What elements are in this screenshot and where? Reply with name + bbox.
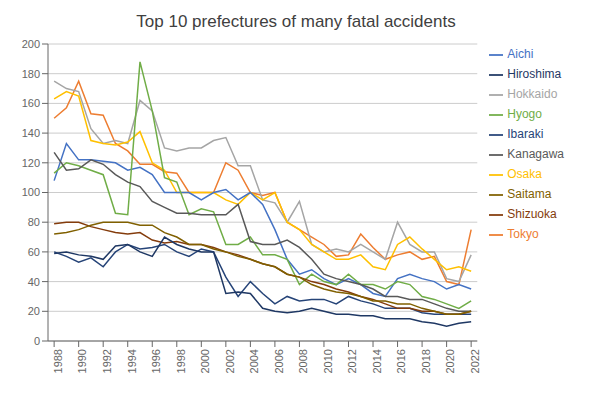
html-text:Hyogo: Hyogo bbox=[507, 107, 542, 121]
svg-text:2016: 2016 bbox=[395, 349, 407, 373]
svg-text:1992: 1992 bbox=[101, 349, 113, 373]
svg-text:140: 140 bbox=[22, 127, 40, 139]
svg-text:1988: 1988 bbox=[52, 349, 64, 373]
svg-text:2012: 2012 bbox=[346, 349, 358, 373]
svg-text:60: 60 bbox=[28, 246, 40, 258]
svg-text:80: 80 bbox=[28, 216, 40, 228]
svg-text:1990: 1990 bbox=[76, 349, 88, 373]
svg-text:160: 160 bbox=[22, 97, 40, 109]
svg-text:2006: 2006 bbox=[273, 349, 285, 373]
html-text:Kanagawa: Kanagawa bbox=[507, 147, 564, 161]
svg-text:100: 100 bbox=[22, 186, 40, 198]
svg-text:120: 120 bbox=[22, 157, 40, 169]
svg-text:2020: 2020 bbox=[444, 349, 456, 373]
svg-text:0: 0 bbox=[34, 335, 40, 347]
svg-text:1996: 1996 bbox=[150, 349, 162, 373]
html-text:Aichi: Aichi bbox=[507, 47, 534, 61]
svg-text:1994: 1994 bbox=[126, 349, 138, 373]
svg-text:2008: 2008 bbox=[297, 349, 309, 373]
svg-text:2010: 2010 bbox=[322, 349, 334, 373]
svg-text:2014: 2014 bbox=[371, 349, 383, 373]
html-text:Shizuoka: Shizuoka bbox=[507, 207, 557, 221]
html-text:Hokkaido: Hokkaido bbox=[507, 87, 558, 101]
html-text:Tokyo: Tokyo bbox=[507, 227, 539, 241]
svg-text:2000: 2000 bbox=[199, 349, 211, 373]
svg-text:2004: 2004 bbox=[248, 349, 260, 373]
html-text:Hiroshima: Hiroshima bbox=[507, 67, 562, 81]
html-text:Top 10 prefectures of many fat: Top 10 prefectures of many fatal acciden… bbox=[136, 12, 456, 31]
svg-text:180: 180 bbox=[22, 68, 40, 80]
html-text:Saitama: Saitama bbox=[507, 187, 552, 201]
svg-text:2018: 2018 bbox=[420, 349, 432, 373]
svg-text:40: 40 bbox=[28, 276, 40, 288]
svg-text:1998: 1998 bbox=[175, 349, 187, 373]
svg-text:2022: 2022 bbox=[469, 349, 481, 373]
svg-text:20: 20 bbox=[28, 305, 40, 317]
svg-text:200: 200 bbox=[22, 38, 40, 50]
svg-text:2002: 2002 bbox=[224, 349, 236, 373]
html-text:Ibaraki: Ibaraki bbox=[507, 127, 544, 141]
html-text:Osaka: Osaka bbox=[507, 167, 542, 181]
